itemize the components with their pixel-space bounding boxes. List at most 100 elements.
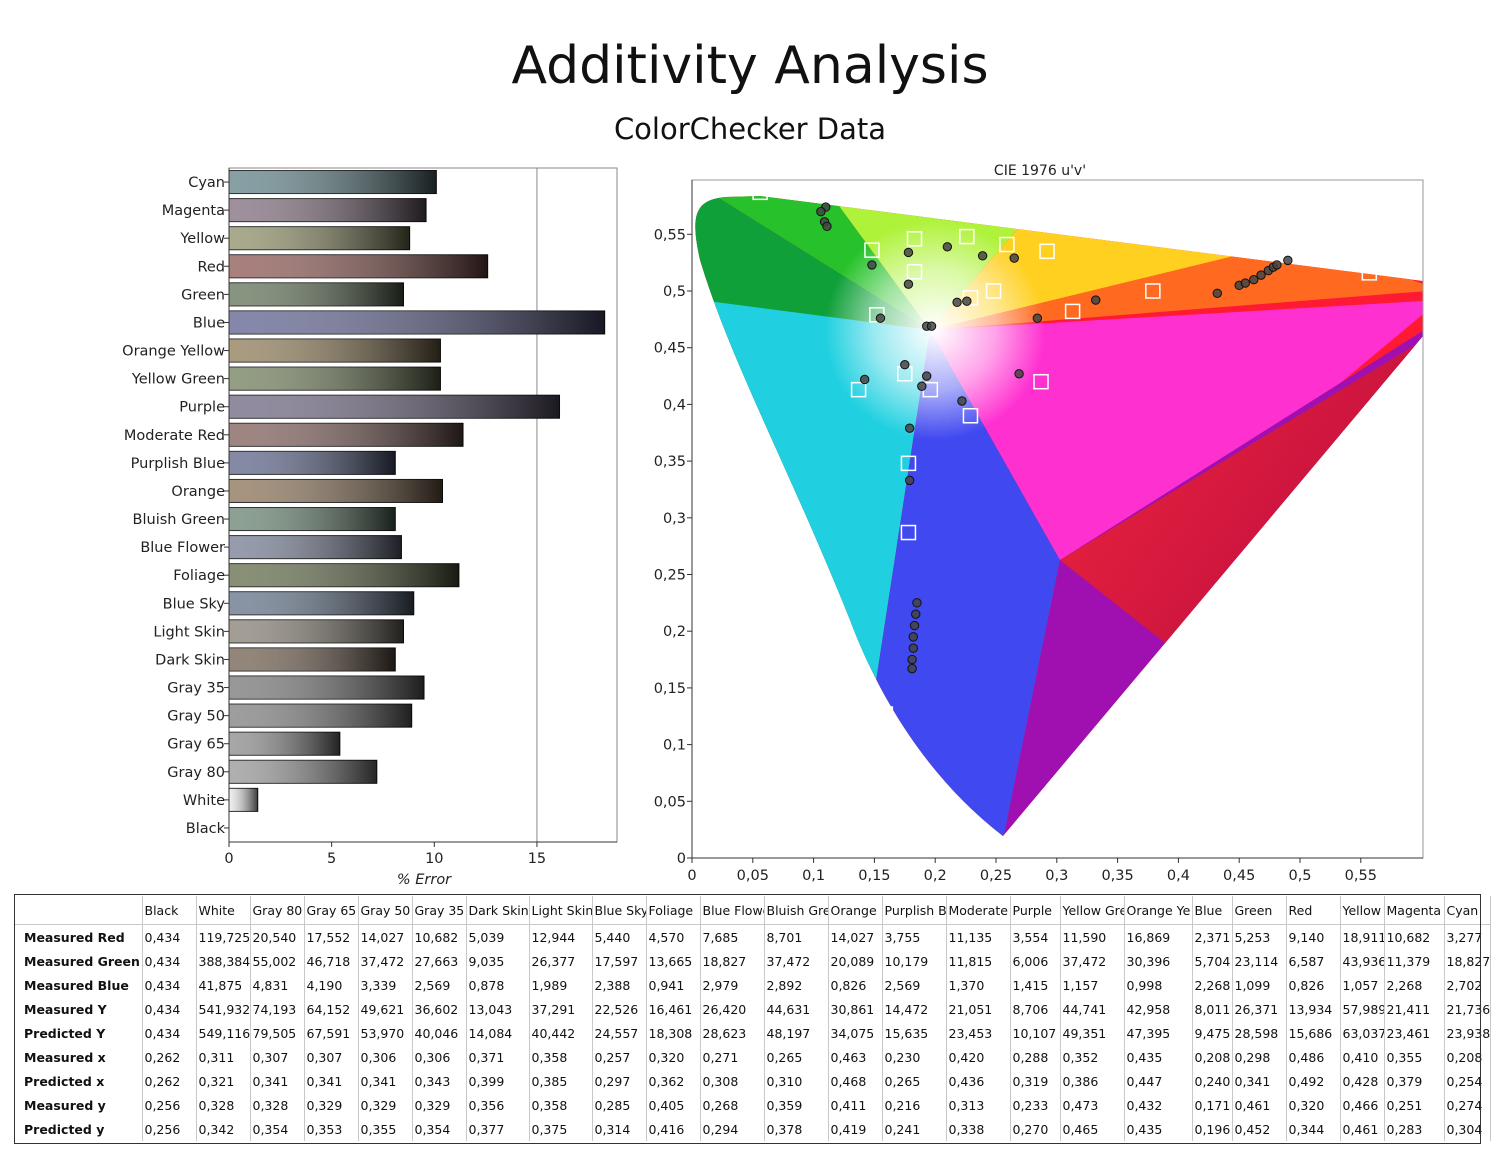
measured-point-marker: [926, 321, 937, 331]
table-row: Measured x 0,262 0,311 0,307 0,307 0,306 0,306…: [14, 1045, 1491, 1069]
table-cell: 4,190: [304, 973, 359, 997]
table-cell: 40,442: [529, 1021, 593, 1045]
table-cell: 0,358: [529, 1045, 593, 1069]
table-cell: 17,552: [304, 924, 359, 949]
table-cell: 0,378: [764, 1117, 829, 1141]
spectral-locus: [695, 196, 1423, 836]
page-subtitle: ColorChecker Data: [613, 112, 887, 146]
cie-y-tick-label: 0,35: [654, 454, 686, 470]
table-cell: 0,826: [1286, 973, 1341, 997]
table-cell: 26,377: [529, 949, 593, 973]
table-cell: 0,329: [358, 1093, 413, 1117]
bar-shade-bluish-green: [229, 507, 396, 531]
bar-label-purplish-blue: Purplish Blue: [131, 456, 225, 472]
measured-point-marker: [1272, 260, 1282, 270]
table-cell: 2,388: [592, 973, 647, 997]
table-cell: 0,385: [529, 1069, 593, 1093]
table-row: Measured y 0,256 0,328 0,328 0,329 0,329 0,329…: [14, 1093, 1491, 1117]
measured-point-marker: [1014, 369, 1024, 379]
column-header-gray-50: Gray 50: [358, 896, 413, 925]
bar-shade-magenta: [229, 198, 427, 222]
table-cell: 0,320: [1286, 1093, 1341, 1117]
measured-point-marker: [917, 381, 927, 391]
row-label: Predicted Y: [14, 1021, 143, 1045]
table-cell: 0,216: [882, 1093, 947, 1117]
table-cell: 17,597: [592, 949, 647, 973]
table-cell: 541,932: [196, 997, 251, 1021]
table-cell: 49,351: [1060, 1021, 1125, 1045]
table-cell: 7,685: [700, 924, 765, 949]
bar-x-tick-label: 10: [425, 851, 443, 867]
table-cell: 27,663: [412, 949, 467, 973]
error-bar-chart: Cyan Magenta Yellow Red Green Blue Orange Yell…: [122, 167, 618, 888]
table-cell: 1,415: [1010, 973, 1061, 997]
table-cell: 0,434: [142, 949, 197, 973]
table-cell: 0,241: [882, 1117, 947, 1141]
table-cell: 23,938: [1444, 1021, 1491, 1045]
table-cell: 9,475: [1192, 1021, 1233, 1045]
table-cell: 0,171: [1192, 1093, 1233, 1117]
table-cell: 549,116: [196, 1021, 251, 1045]
column-header-purplish-bl: Purplish Bl: [882, 896, 947, 925]
table-cell: 0,254: [1444, 1069, 1491, 1093]
table-cell: 0,294: [700, 1117, 765, 1141]
table-cell: 30,396: [1124, 949, 1193, 973]
table-cell: 9,035: [466, 949, 530, 973]
table-cell: 0,432: [1124, 1093, 1193, 1117]
column-header-light-skin: Light Skin: [529, 896, 593, 925]
table-cell: 18,827: [700, 949, 765, 973]
table-cell: 0,354: [412, 1117, 467, 1141]
table-cell: 0,314: [592, 1117, 647, 1141]
table-cell: 4,570: [646, 924, 701, 949]
predicted-point-marker: [962, 290, 979, 306]
row-label: Predicted x: [14, 1069, 143, 1093]
table-cell: 0,307: [250, 1045, 305, 1069]
table-cell: 0,329: [412, 1093, 467, 1117]
measured-point-marker: [909, 620, 920, 631]
column-header-white: White: [196, 896, 251, 925]
column-header-orange-ye: Orange Ye: [1124, 896, 1193, 925]
table-cell: 26,420: [700, 997, 765, 1021]
table-cell: 0,356: [466, 1093, 530, 1117]
table-cell: 0,354: [250, 1117, 305, 1141]
bar-label-light-skin: Light Skin: [153, 624, 225, 640]
measured-point-marker: [908, 643, 919, 653]
predicted-point-marker: [906, 263, 923, 280]
table-cell: 0,473: [1060, 1093, 1125, 1117]
table-cell: 48,197: [764, 1021, 829, 1045]
measured-point-marker: [859, 374, 870, 385]
table-cell: 1,370: [946, 973, 1011, 997]
table-cell: 26,371: [1232, 997, 1287, 1021]
table-cell: 0,262: [142, 1045, 197, 1069]
bar-shade-blue: [229, 310, 605, 334]
cie-x-tick-label: 0: [687, 868, 696, 884]
table-cell: 0,435: [1124, 1117, 1193, 1141]
table-cell: 0,256: [142, 1117, 197, 1141]
column-header-foliage: Foliage: [646, 896, 701, 925]
table-cell: 0,208: [1444, 1045, 1491, 1069]
measured-point-marker: [942, 242, 953, 252]
measured-point-marker: [903, 247, 914, 258]
measured-point-marker: [903, 279, 914, 289]
column-header-gray-65: Gray 65: [304, 896, 359, 925]
bar-shade-purple: [229, 395, 560, 419]
cie-y-tick-label: 0: [677, 851, 686, 867]
table-cell: 0,941: [646, 973, 701, 997]
bar-label-orange: Orange: [171, 484, 225, 500]
table-cell: 5,704: [1192, 949, 1233, 973]
column-header-black: Black: [142, 896, 197, 925]
row-label: Measured Blue: [14, 973, 143, 997]
predicted-point-marker: [850, 381, 867, 398]
cie-y-tick-label: 0,45: [654, 341, 686, 357]
table-cell: 15,686: [1286, 1021, 1341, 1045]
table-cell: 0,416: [646, 1117, 701, 1141]
table-cell: 0,304: [1444, 1117, 1491, 1141]
table-cell: 11,815: [946, 949, 1011, 973]
table-cell: 0,262: [142, 1069, 197, 1093]
table-cell: 57,989: [1340, 997, 1385, 1021]
table-cell: 13,934: [1286, 997, 1341, 1021]
table-cell: 36,602: [412, 997, 467, 1021]
table-cell: 28,623: [700, 1021, 765, 1045]
predicted-point-marker: [1039, 243, 1055, 260]
table-cell: 20,089: [828, 949, 883, 973]
